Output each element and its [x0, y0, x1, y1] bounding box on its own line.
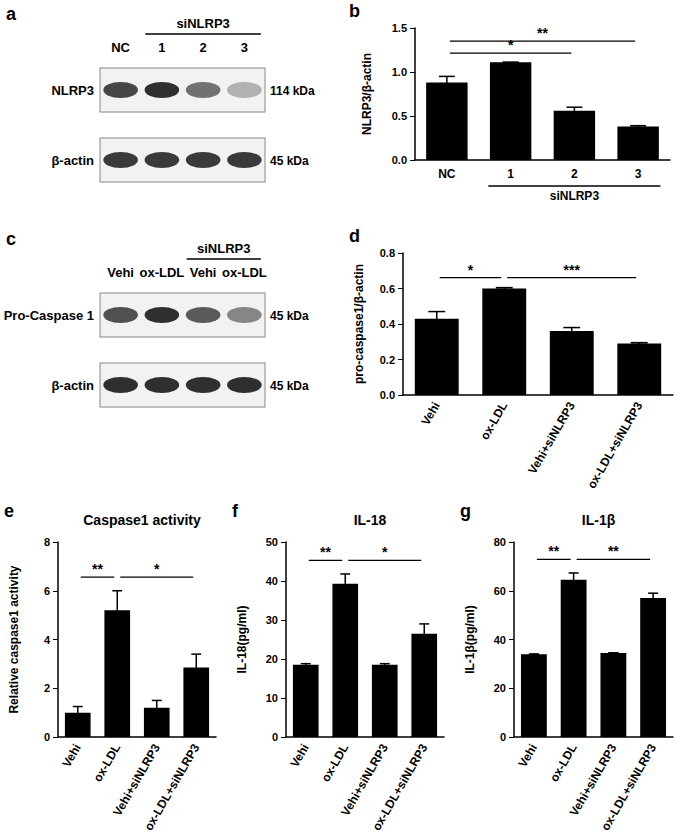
svg-text:10: 10: [266, 692, 278, 704]
svg-text:45 kDa: 45 kDa: [270, 379, 309, 393]
svg-text:f: f: [232, 501, 239, 521]
svg-text:NLRP3/β-actin: NLRP3/β-actin: [360, 53, 374, 135]
svg-text:**: **: [608, 543, 619, 559]
svg-text:0.2: 0.2: [380, 354, 395, 366]
svg-text:80: 80: [494, 536, 506, 548]
svg-text:***: ***: [564, 262, 581, 278]
svg-text:Vehi+siNLRP3: Vehi+siNLRP3: [525, 399, 578, 476]
svg-text:ox-LDL: ox-LDL: [222, 265, 267, 280]
svg-text:Caspase1 activity: Caspase1 activity: [83, 512, 201, 528]
svg-text:4: 4: [44, 634, 51, 646]
svg-text:1: 1: [158, 40, 165, 55]
svg-text:**: **: [548, 543, 559, 559]
svg-text:3: 3: [635, 167, 642, 181]
svg-text:2: 2: [44, 682, 50, 694]
svg-text:60: 60: [494, 585, 506, 597]
svg-text:siNLRP3: siNLRP3: [550, 189, 600, 203]
svg-text:45 kDa: 45 kDa: [270, 309, 309, 323]
svg-text:Vehi: Vehi: [107, 265, 134, 280]
svg-text:ox-LDL: ox-LDL: [139, 265, 184, 280]
svg-text:e: e: [4, 501, 14, 521]
svg-text:30: 30: [266, 614, 278, 626]
svg-text:*: *: [508, 37, 514, 53]
svg-text:siNLRP3: siNLRP3: [176, 16, 229, 31]
svg-text:NC: NC: [111, 40, 130, 55]
svg-text:40: 40: [494, 634, 506, 646]
svg-text:20: 20: [266, 653, 278, 665]
svg-text:ox-LDL: ox-LDL: [319, 741, 352, 784]
svg-text:ox-LDL+siNLRP3: ox-LDL+siNLRP3: [141, 741, 202, 833]
svg-text:IL-18: IL-18: [354, 512, 387, 528]
svg-text:IL-1β: IL-1β: [582, 512, 616, 528]
svg-text:siNLRP3: siNLRP3: [197, 241, 250, 256]
svg-text:ox-LDL: ox-LDL: [478, 399, 511, 442]
svg-text:40: 40: [266, 575, 278, 587]
svg-text:1.5: 1.5: [392, 22, 407, 34]
svg-text:0.8: 0.8: [380, 247, 395, 259]
svg-text:Vehi: Vehi: [515, 741, 539, 769]
svg-text:*: *: [468, 262, 474, 278]
svg-text:114 kDa: 114 kDa: [270, 84, 315, 98]
svg-text:Vehi: Vehi: [287, 741, 311, 769]
svg-text:g: g: [460, 501, 471, 521]
svg-text:Vehi+siNLRP3: Vehi+siNLRP3: [110, 741, 163, 819]
svg-text:b: b: [349, 1, 360, 21]
svg-text:1: 1: [507, 167, 514, 181]
svg-text:2: 2: [200, 40, 207, 55]
svg-text:ox-LDL+siNLRP3: ox-LDL+siNLRP3: [598, 741, 659, 833]
svg-text:*: *: [154, 561, 160, 577]
svg-text:ox-LDL+siNLRP3: ox-LDL+siNLRP3: [584, 399, 645, 491]
svg-text:NLRP3: NLRP3: [51, 83, 94, 98]
svg-text:0: 0: [44, 731, 50, 743]
svg-text:**: **: [537, 25, 548, 41]
svg-text:ox-LDL: ox-LDL: [91, 741, 124, 784]
svg-text:Vehi+siNLRP3: Vehi+siNLRP3: [566, 741, 620, 819]
svg-text:0.6: 0.6: [380, 283, 395, 295]
svg-text:ox-LDL: ox-LDL: [547, 741, 580, 784]
svg-text:NC: NC: [438, 167, 456, 181]
svg-text:ox-LDL+siNLRP3: ox-LDL+siNLRP3: [369, 741, 430, 833]
svg-text:IL-1β(pg/ml): IL-1β(pg/ml): [463, 605, 477, 674]
svg-text:*: *: [382, 544, 388, 560]
svg-text:IL-18(pg/ml): IL-18(pg/ml): [235, 605, 249, 673]
svg-text:Vehi: Vehi: [418, 399, 442, 427]
svg-text:8: 8: [44, 536, 50, 548]
svg-text:2: 2: [571, 167, 578, 181]
svg-text:β-actin: β-actin: [51, 153, 94, 168]
svg-text:1.0: 1.0: [392, 66, 407, 78]
svg-text:d: d: [349, 226, 360, 246]
svg-text:50: 50: [266, 536, 278, 548]
svg-text:0.0: 0.0: [392, 154, 407, 166]
svg-text:0.0: 0.0: [380, 389, 395, 401]
svg-text:Vehi+siNLRP3: Vehi+siNLRP3: [338, 741, 391, 819]
svg-text:a: a: [6, 4, 17, 24]
svg-text:**: **: [92, 561, 103, 577]
svg-text:3: 3: [241, 40, 248, 55]
svg-text:20: 20: [494, 682, 506, 694]
svg-text:45 kDa: 45 kDa: [270, 154, 309, 168]
svg-text:0.5: 0.5: [392, 110, 407, 122]
svg-text:0: 0: [500, 731, 506, 743]
svg-text:Vehi: Vehi: [59, 741, 83, 769]
svg-text:c: c: [6, 229, 16, 249]
svg-text:Relative caspase1 activity: Relative caspase1 activity: [7, 565, 21, 713]
svg-text:0.4: 0.4: [380, 318, 396, 330]
svg-text:Vehi: Vehi: [190, 265, 217, 280]
svg-text:6: 6: [44, 585, 50, 597]
svg-text:0: 0: [272, 731, 278, 743]
svg-text:β-actin: β-actin: [51, 378, 94, 393]
svg-text:Pro-Caspase 1: Pro-Caspase 1: [4, 308, 94, 323]
svg-text:pro-caspase1/β-actin: pro-caspase1/β-actin: [352, 264, 366, 384]
svg-text:**: **: [320, 544, 331, 560]
